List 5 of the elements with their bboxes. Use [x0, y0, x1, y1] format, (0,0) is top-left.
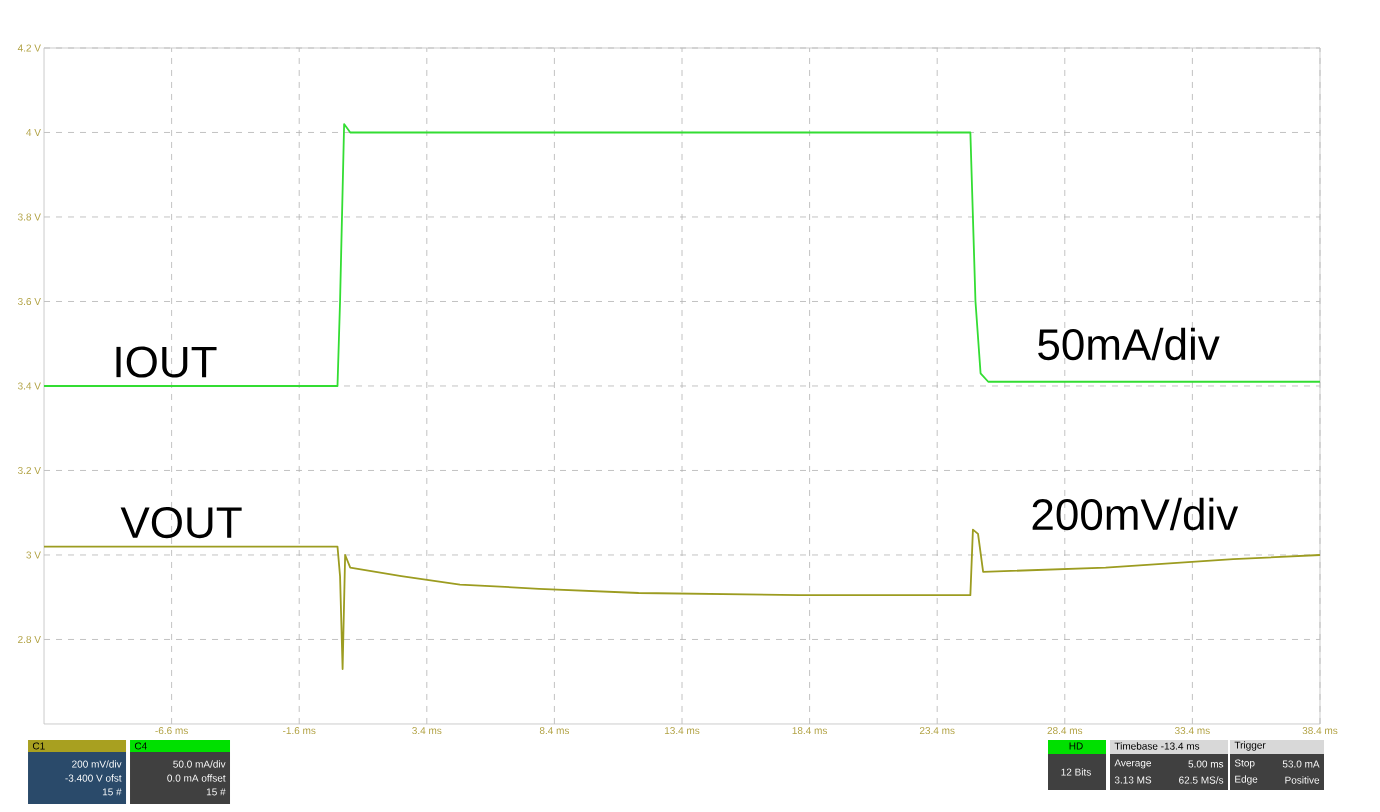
annotation: 200mV/div — [1032, 497, 1239, 531]
annotation: 50mA/div — [1038, 327, 1220, 361]
series-label: VOUT — [120, 506, 242, 539]
series-label: IOUT — [116, 346, 217, 378]
line-series — [43, 123, 1321, 387]
